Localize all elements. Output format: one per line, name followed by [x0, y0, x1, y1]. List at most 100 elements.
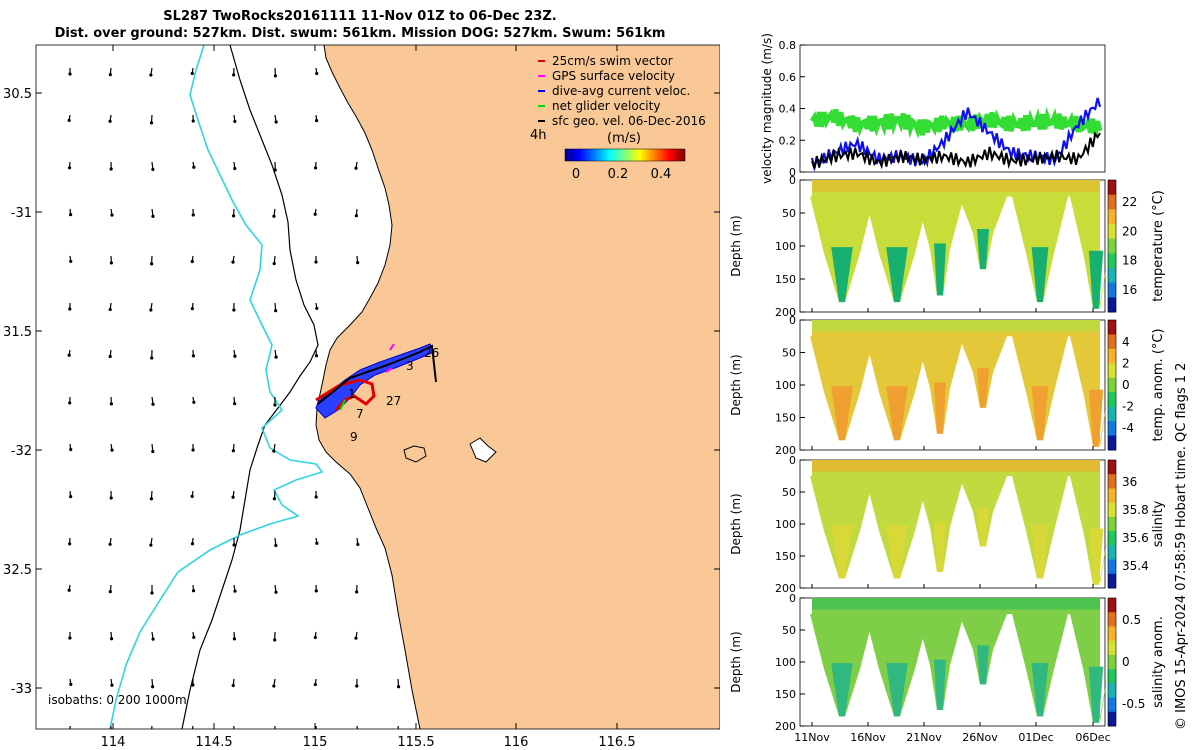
depth-tick: 100	[775, 656, 796, 669]
legend-entry: sfc geo. vel. 06-Dec-2016	[552, 114, 706, 128]
dive-profile-deep	[934, 659, 946, 710]
copyright-note: © IMOS 15-Apr-2024 07:58:59 Hobart time.…	[1174, 362, 1189, 730]
dive-profile-deep	[831, 663, 853, 717]
time-tick: 11Nov	[794, 731, 830, 744]
velocity-series-line	[809, 106, 1103, 139]
depth-tick: 0	[789, 314, 796, 327]
colorbar-tick: 0	[1122, 655, 1130, 669]
speed-colorbar: 4h (m/s) 0 0.2 0.4	[530, 128, 686, 182]
velocity-ytick: 0.2	[779, 134, 797, 147]
depth-tick: 100	[775, 518, 796, 531]
track-day-label: 27	[386, 394, 401, 408]
colorbar-lag-label: 4h	[530, 128, 547, 143]
colorbar-tick: 0.4	[651, 167, 672, 182]
section-panel-temp-anomaly: 0 50 100 150 200 Depth (m) 4 2 0 -2 -4 temp. anom. …	[729, 314, 1166, 457]
dive-profile-deep	[977, 507, 989, 547]
depth-tick: 150	[775, 273, 796, 286]
time-tick: 01Dec	[1018, 731, 1053, 744]
map-lon-axis: 114 114.5 115 115.5 116 116.5	[101, 45, 636, 750]
colorbar-tick: 0	[572, 167, 580, 182]
dive-profile-deep	[886, 386, 908, 441]
depth-tick: 100	[775, 379, 796, 392]
velocity-magnitude-panel: 0 0.2 0.4 0.6 0.8 velocity magnitude (m/s)	[760, 33, 1106, 184]
dive-profile-deep	[831, 525, 853, 579]
dive-profile-deep	[831, 386, 853, 441]
time-tick: 26Nov	[962, 731, 998, 744]
land-area	[316, 45, 720, 729]
current-vector-field	[67, 67, 401, 729]
dive-profile-deep	[831, 247, 853, 303]
time-axis: 11Nov 16Nov 21Nov 26Nov 01Dec 06Dec	[794, 731, 1110, 744]
map-lon-tick: 115.5	[397, 735, 434, 750]
map-panel: 26 3 1 27 7 9 114 114.5 115 115.5 116 116.5 30.5 -3…	[3, 44, 720, 750]
colorbar-tick: 35.8	[1122, 503, 1149, 517]
time-tick: 06Dec	[1075, 731, 1110, 744]
isobath-200m	[181, 45, 319, 729]
colorbar-label: salinity anom.	[1151, 616, 1166, 708]
colorbar-tick: 35.4	[1122, 559, 1149, 573]
track-day-label: 1	[348, 387, 356, 401]
section-panel-salinity-anomaly: 0 50 100 150 200 Depth (m) 0.5 0 -0.5 salinity an…	[729, 592, 1166, 733]
map-lon-tick: 116.5	[598, 735, 635, 750]
colorbar-tick: 2	[1122, 357, 1130, 371]
depth-tick: 0	[789, 592, 796, 605]
depth-tick: 200	[775, 444, 796, 457]
dive-profile-deep	[1031, 663, 1049, 717]
colorbar-label: salinity	[1151, 500, 1166, 547]
colorbar-tick: 0.2	[608, 167, 629, 182]
glider-track	[315, 343, 437, 419]
dive-profile-deep	[977, 229, 989, 270]
colorbar-tick: -4	[1122, 421, 1134, 435]
map-lat-axis: 30.5 -31 31.5 -32 32.5 -33	[3, 87, 720, 697]
legend-entry: dive-avg current veloc.	[552, 84, 690, 98]
map-lon-tick: 114	[101, 735, 126, 750]
velocity-ylabel: velocity magnitude (m/s)	[760, 33, 774, 184]
colorbar-tick: 0	[1122, 378, 1130, 392]
velocity-ytick: 0.8	[779, 39, 797, 52]
colorbar-tick: 35.6	[1122, 531, 1149, 545]
velocity-ytick: 0.6	[779, 71, 797, 84]
dive-profile-deep	[934, 243, 946, 296]
depth-tick: 50	[782, 347, 796, 360]
map-lon-tick: 115	[303, 735, 328, 750]
depth-tick: 200	[775, 582, 796, 595]
dive-profile-deep	[977, 645, 989, 685]
depth-tick: 0	[789, 174, 796, 187]
depth-ylabel: Depth (m)	[729, 493, 743, 554]
depth-tick: 150	[775, 412, 796, 425]
dive-profile-deep	[886, 525, 908, 579]
colorbar-tick: 22	[1122, 195, 1137, 209]
section-field	[810, 180, 1108, 309]
depth-ylabel: Depth (m)	[729, 631, 743, 692]
section-field	[810, 598, 1108, 723]
dive-profile-deep	[1088, 250, 1104, 309]
velocity-ytick: 0.4	[779, 103, 797, 116]
dive-profile-deep	[886, 247, 908, 303]
time-tick: 21Nov	[906, 731, 942, 744]
legend-entry: 25cm/s swim vector	[552, 54, 673, 68]
dive-profile-deep	[977, 368, 989, 408]
dive-profile-deep	[1031, 386, 1049, 441]
colorbar-tick: 20	[1122, 224, 1137, 238]
track-day-label: 3	[406, 359, 414, 373]
map-lat-tick: 30.5	[3, 87, 32, 102]
legend-entry: GPS surface velocity	[552, 69, 675, 83]
colorbar-tick: 18	[1122, 254, 1137, 268]
colorbar-label: temperature (°C)	[1151, 190, 1166, 302]
depth-tick: 200	[775, 720, 796, 733]
figure-title-line1: SL287 TwoRocks20161111 11-Nov 01Z to 06-…	[163, 9, 557, 24]
isobath-label: isobaths: 0 200 1000m	[48, 693, 187, 707]
map-lon-tick: 116	[504, 735, 529, 750]
section-panel-salinity: 0 50 100 150 200 Depth (m) 36 35.8 35.6 35.4salin…	[729, 454, 1166, 595]
dive-profile-deep	[1088, 666, 1104, 723]
dive-profile-deep	[934, 521, 946, 572]
section-panel-temperature: 0 50 100 150 200 Depth (m) 22 20 18 16 temperature…	[729, 174, 1166, 319]
colorbar-tick: 4	[1122, 335, 1130, 349]
depth-tick: 0	[789, 454, 796, 467]
map-lon-tick: 114.5	[195, 735, 232, 750]
depth-tick: 50	[782, 486, 796, 499]
colorbar-tick: 16	[1122, 283, 1137, 297]
track-day-labels: 26 3 1 27 7 9	[348, 346, 439, 444]
